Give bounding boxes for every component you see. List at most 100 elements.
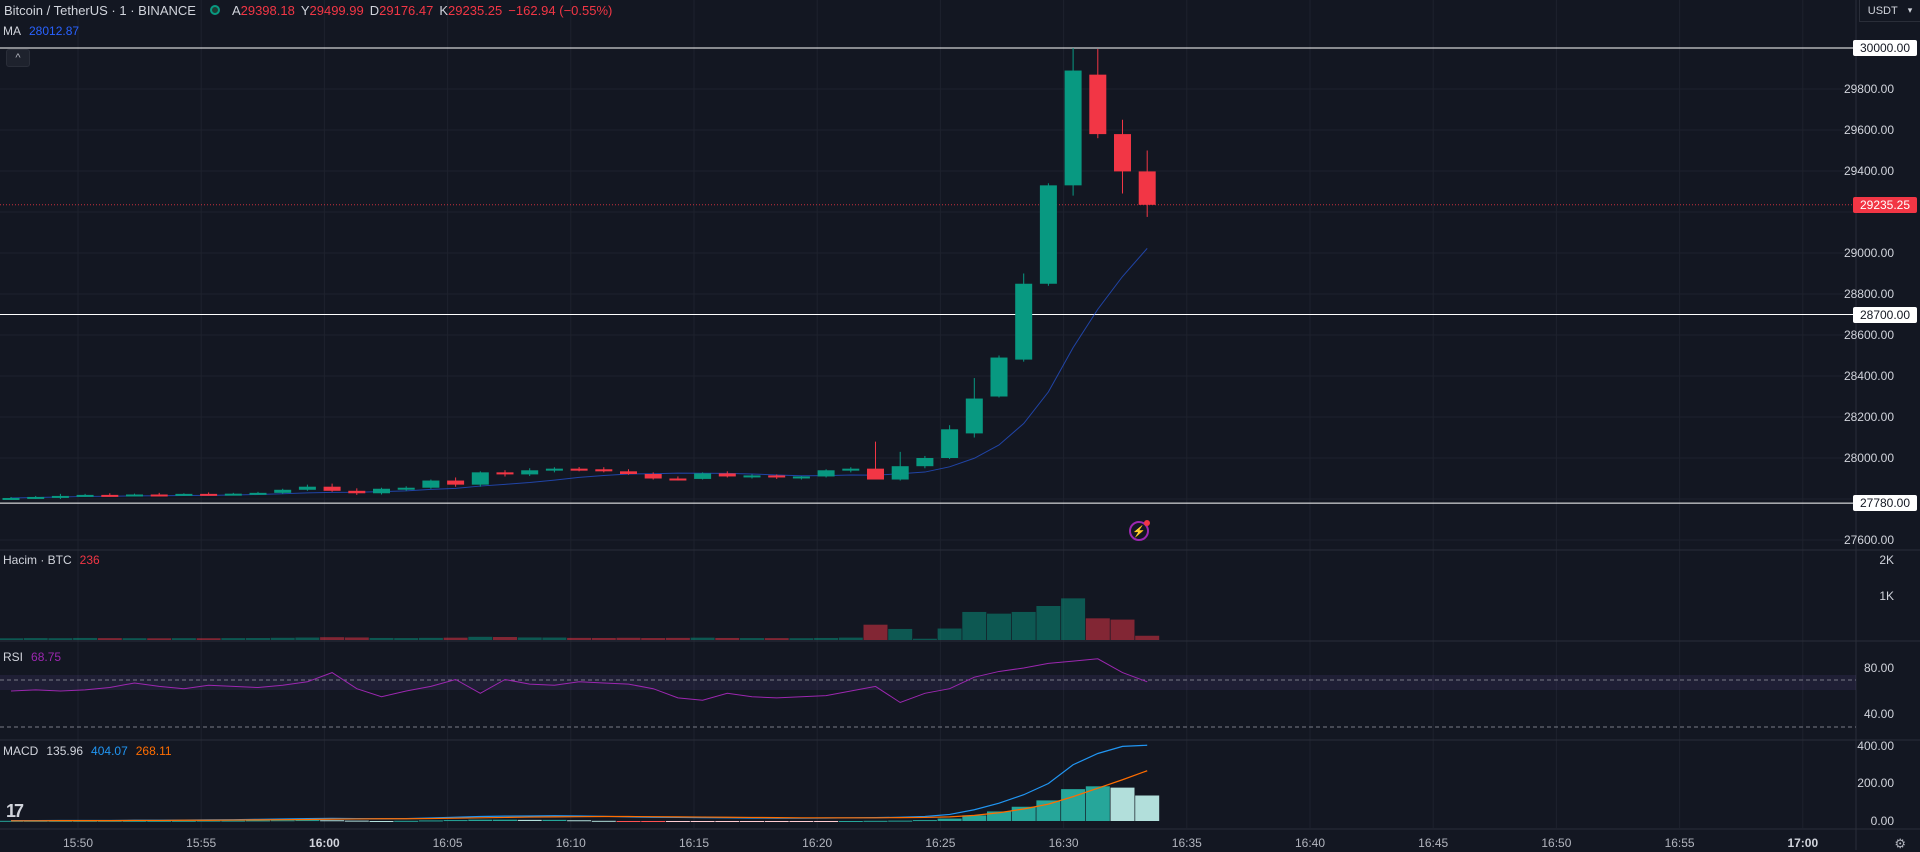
candle-body	[274, 489, 292, 493]
price-tag: 27780.00	[1853, 495, 1917, 512]
candle	[916, 455, 934, 469]
rsi-band	[0, 675, 1856, 728]
candle	[1064, 48, 1082, 196]
macd-hist-bar	[616, 821, 641, 822]
lightning-alert-icon[interactable]: ⚡	[1129, 520, 1150, 541]
gear-icon[interactable]: ⚙	[1894, 836, 1906, 851]
candle	[373, 487, 390, 495]
macd-hist-bar	[147, 820, 172, 822]
volume-bar	[912, 638, 937, 640]
macd-hist-bar	[962, 815, 987, 821]
macd-hist-bar	[1036, 800, 1061, 821]
candle-body	[224, 493, 242, 496]
ohlc-value: 29235.25	[448, 2, 503, 18]
macd-hist-bar	[690, 821, 715, 822]
rsi-line	[10, 658, 1148, 704]
volume-legend[interactable]: Hacim · BTC 236	[3, 553, 100, 567]
volume-bar	[814, 637, 839, 640]
volume-bar	[468, 636, 493, 640]
volume-bar	[789, 638, 814, 640]
macd-hist-bar	[122, 820, 147, 822]
candle	[521, 468, 539, 477]
candle-body	[1089, 74, 1107, 135]
candle-body	[545, 468, 563, 471]
ma-legend[interactable]: MA 28012.87	[3, 24, 79, 38]
candle-body	[1064, 70, 1082, 186]
macd-hist-bar	[912, 820, 937, 822]
candle-body	[1015, 283, 1033, 360]
candle	[545, 467, 563, 473]
tradingview-logo-icon[interactable]: 17	[6, 801, 24, 821]
candle	[1015, 273, 1033, 362]
candle-body	[447, 480, 465, 485]
collapse-legend-button[interactable]: ^	[6, 49, 30, 67]
ma-line	[10, 248, 1148, 499]
ohlc-value: 29499.99	[309, 2, 364, 18]
candle	[274, 488, 292, 494]
candle-body	[76, 494, 94, 497]
volume-bar	[987, 613, 1011, 640]
candle	[101, 493, 119, 497]
rsi-value: 68.75	[31, 650, 62, 664]
price-change: −162.94 (−0.55%)	[508, 2, 613, 18]
candle-body	[620, 471, 637, 474]
ohlc-value: 29398.18	[240, 2, 295, 18]
symbol-title[interactable]: Bitcoin / TetherUS · 1 · BINANCE	[4, 2, 196, 18]
macd-hist-bar	[814, 821, 839, 822]
price-tick-label: 28800.00	[1843, 287, 1894, 301]
grid	[0, 0, 1856, 828]
price-tag: 28700.00	[1853, 306, 1917, 323]
candle-body	[175, 493, 193, 496]
volume-bar	[246, 638, 270, 640]
candle-body	[768, 475, 786, 478]
macd-hist-bar	[295, 820, 320, 822]
volume-bar	[418, 637, 443, 640]
price-tick-label: 29400.00	[1843, 164, 1894, 178]
symbol-legend: Bitcoin / TetherUS · 1 · BINANCE A29398.…	[0, 0, 612, 20]
candle	[249, 491, 267, 495]
volume-bar	[295, 637, 320, 640]
price-tag: 30000.00	[1853, 40, 1917, 56]
macd-legend[interactable]: MACD 135.96 404.07 268.11	[3, 744, 172, 758]
ohlc-key: A	[231, 2, 241, 18]
ma-value: 28012.87	[29, 24, 80, 38]
price-tick-label: 28200.00	[1843, 410, 1894, 424]
candle-body	[496, 472, 514, 475]
macd-hist-bar	[493, 819, 517, 821]
macd-label: MACD	[3, 744, 39, 758]
candle-body	[842, 468, 860, 471]
candle-body	[323, 486, 341, 491]
macd-hist-bar	[443, 820, 468, 822]
macd-hist-bar	[369, 821, 394, 822]
macd-hist-bar	[789, 821, 814, 822]
macd-lines	[11, 744, 1148, 822]
macd-line	[11, 744, 1148, 822]
candle	[965, 378, 983, 438]
market-status-icon[interactable]	[209, 5, 220, 15]
candle-body	[743, 475, 761, 478]
ohlc-key: K	[439, 2, 449, 18]
candle-body	[373, 488, 390, 494]
macd-value-3: 268.11	[135, 744, 172, 758]
candle	[323, 483, 341, 492]
rsi-band-fill	[0, 675, 1856, 690]
candle	[126, 493, 143, 497]
rsi-legend[interactable]: RSI 68.75	[3, 650, 61, 664]
rsi-tick-label: 40.00	[1863, 707, 1894, 721]
macd-hist-bar	[320, 820, 345, 822]
candle-body	[1039, 185, 1057, 284]
candle	[76, 493, 94, 497]
currency-selector[interactable]: USDT ▾	[1859, 0, 1920, 22]
volume-bar	[567, 637, 592, 640]
ohlc-item: D29176.47	[370, 3, 434, 18]
volume-bar	[962, 611, 987, 640]
ohlc-key: Y	[300, 2, 310, 18]
candle-body	[694, 473, 712, 479]
macd-hist-bar	[863, 820, 888, 822]
time-tick-label: 16:15	[678, 836, 710, 850]
macd-hist-bar	[246, 820, 270, 822]
horizontal-lines	[0, 47, 1856, 504]
